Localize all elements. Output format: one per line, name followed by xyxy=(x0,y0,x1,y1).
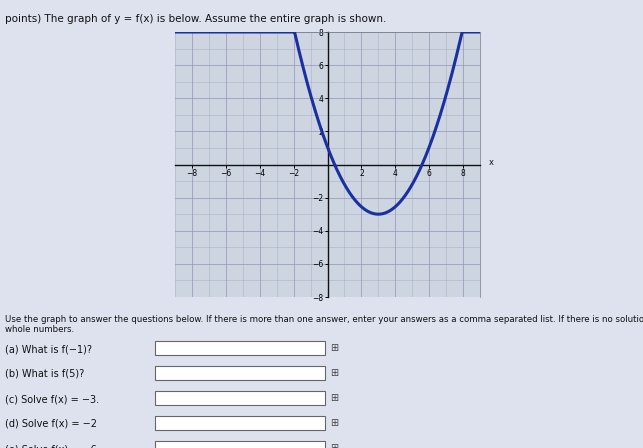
Text: (c) Solve f(x) = −3.: (c) Solve f(x) = −3. xyxy=(5,394,99,404)
Text: (d) Solve f(x) = −2: (d) Solve f(x) = −2 xyxy=(5,419,97,429)
Text: ⊞: ⊞ xyxy=(330,443,338,448)
Text: (e) Solve f(x) = −6: (e) Solve f(x) = −6 xyxy=(5,444,96,448)
Text: ⊞: ⊞ xyxy=(330,368,338,378)
Bar xyxy=(155,341,325,355)
Bar xyxy=(155,366,325,380)
Bar xyxy=(155,416,325,430)
Text: (b) What is f(5)?: (b) What is f(5)? xyxy=(5,369,84,379)
Text: Use the graph to answer the questions below. If there is more than one answer, e: Use the graph to answer the questions be… xyxy=(5,315,643,324)
Text: points) The graph of y = f(x) is below. Assume the entire graph is shown.: points) The graph of y = f(x) is below. … xyxy=(5,14,386,24)
Text: (a) What is f(−1)?: (a) What is f(−1)? xyxy=(5,344,92,354)
Text: ⊞: ⊞ xyxy=(330,343,338,353)
Text: ⊞: ⊞ xyxy=(330,393,338,403)
Bar xyxy=(155,441,325,448)
Text: ⊞: ⊞ xyxy=(330,418,338,428)
Text: x: x xyxy=(489,158,493,167)
Text: whole numbers.: whole numbers. xyxy=(5,325,74,334)
Bar xyxy=(155,391,325,405)
